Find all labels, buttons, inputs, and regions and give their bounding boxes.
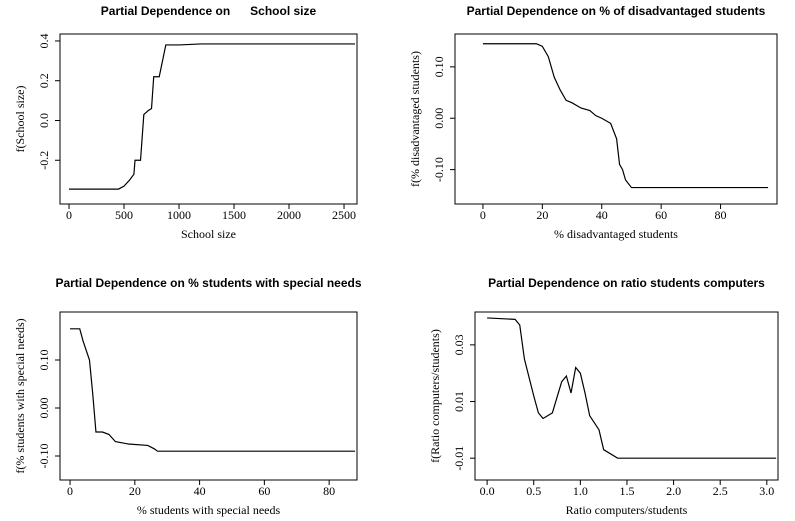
x-tick-label: 2500 (332, 208, 356, 222)
x-tick-label: 40 (596, 208, 608, 222)
y-tick-label: -0.01 (452, 446, 466, 471)
y-axis-label: f(School size) (13, 86, 27, 153)
chart-title: Partial Dependence on % of disadvantaged… (467, 4, 766, 18)
x-axis-label: School size (181, 227, 236, 241)
plot-box (474, 311, 779, 481)
y-tick-label: 0.00 (432, 108, 446, 129)
y-tick-label: 0.2 (37, 73, 51, 88)
x-tick-label: 80 (715, 208, 727, 222)
x-tick-label: 80 (323, 484, 335, 498)
y-tick-label: 0.00 (37, 398, 51, 419)
y-tick-label: 0.4 (37, 33, 51, 48)
line (482, 43, 769, 189)
y-tick-label: 0.10 (432, 56, 446, 77)
x-axis-label: % disadvantaged students (554, 227, 678, 241)
x-tick-label: 1.0 (573, 484, 588, 498)
y-tick-label: -0.10 (432, 157, 446, 182)
x-tick-label: 0.0 (480, 484, 495, 498)
y-tick-label: 0.0 (37, 113, 51, 128)
x-tick-label: 1.5 (619, 484, 634, 498)
x-tick-label: 2.5 (713, 484, 728, 498)
y-axis-label: f(% disadvantaged students) (408, 51, 422, 187)
line (487, 317, 777, 459)
x-tick-label: 2000 (277, 208, 301, 222)
x-tick-label: 20 (536, 208, 548, 222)
x-tick-label: 40 (194, 484, 206, 498)
y-tick-label: 0.03 (452, 334, 466, 355)
x-axis-label: % students with special needs (137, 503, 281, 517)
x-tick-label: 60 (655, 208, 667, 222)
x-tick-label: 0 (480, 208, 486, 222)
x-tick-label: 20 (129, 484, 141, 498)
x-tick-label: 0.5 (526, 484, 541, 498)
y-tick-label: -0.2 (37, 151, 51, 170)
x-tick-label: 60 (258, 484, 270, 498)
chart-title: Partial Dependence on ratio students com… (488, 276, 765, 290)
y-tick-label: 0.01 (452, 391, 466, 412)
x-tick-label: 0 (67, 484, 73, 498)
plot-box (59, 33, 358, 205)
chart-title: Partial Dependence on School size (101, 4, 317, 18)
line (70, 328, 356, 452)
x-tick-label: 1000 (167, 208, 191, 222)
line (69, 43, 356, 190)
y-tick-label: 0.10 (37, 350, 51, 371)
chart-title: Partial Dependence on % students with sp… (55, 276, 361, 290)
x-tick-label: 0 (66, 208, 72, 222)
y-axis-label: f(Ratio computers/students) (428, 329, 442, 463)
plot-box (454, 33, 778, 205)
x-tick-label: 3.0 (759, 484, 774, 498)
y-tick-label: -0.10 (37, 444, 51, 469)
x-tick-label: 500 (115, 208, 133, 222)
plot-box (59, 311, 358, 481)
x-tick-label: 1500 (222, 208, 246, 222)
y-axis-label: f(% students with special needs) (13, 318, 27, 473)
x-axis-label: Ratio computers/students (566, 503, 688, 517)
x-tick-label: 2.0 (666, 484, 681, 498)
